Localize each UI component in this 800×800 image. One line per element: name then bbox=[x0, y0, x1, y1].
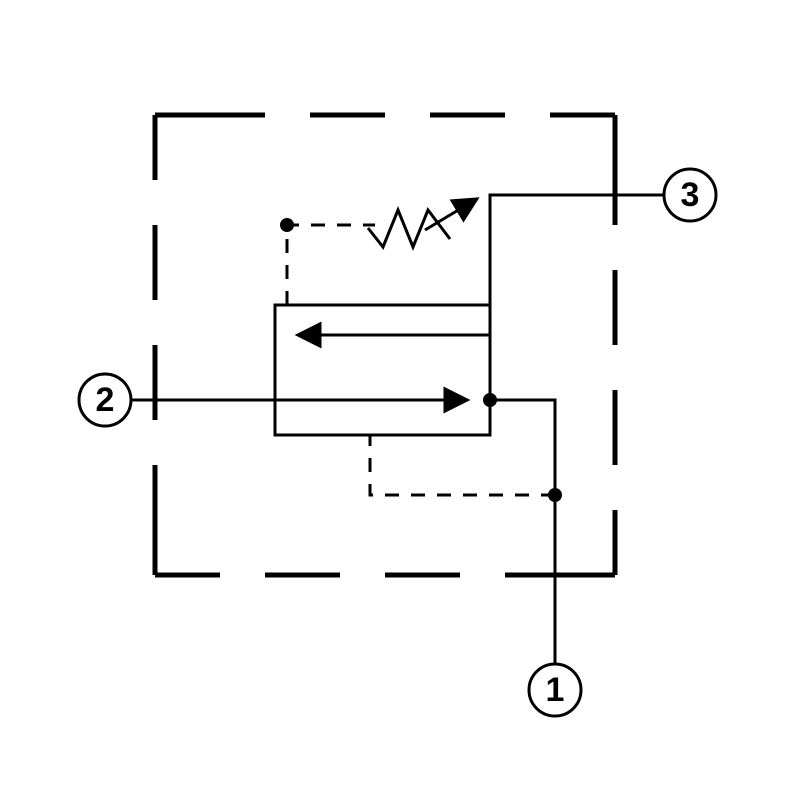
port-3-label: 3 bbox=[681, 176, 700, 214]
hydraulic-schematic: 1 2 3 bbox=[0, 0, 800, 800]
port-1-label: 1 bbox=[546, 671, 565, 709]
port-2-label: 2 bbox=[96, 381, 115, 419]
